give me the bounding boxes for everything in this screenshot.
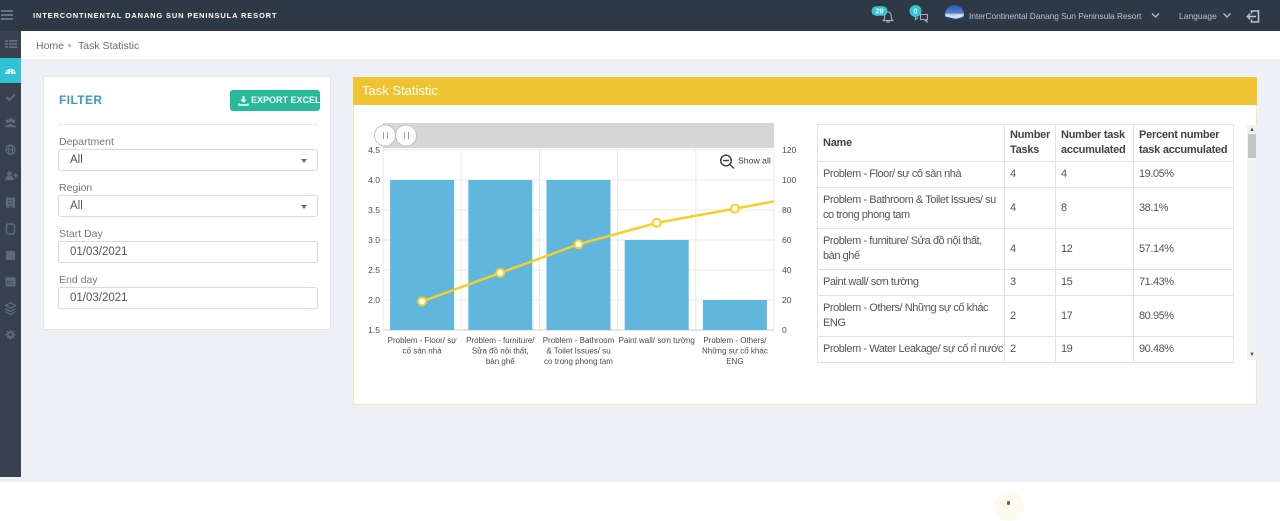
svg-text:Problem - Floor/ sự: Problem - Floor/ sự — [388, 336, 458, 345]
svg-text:2.5: 2.5 — [368, 265, 380, 275]
svg-text:40: 40 — [782, 265, 792, 275]
svg-text:Problem - Bathroom: Problem - Bathroom — [543, 336, 615, 345]
svg-text:29: 29 — [876, 7, 884, 16]
svg-text:ENG: ENG — [726, 357, 743, 366]
svg-text:Paint wall/ sơn tường: Paint wall/ sơn tường — [619, 336, 695, 345]
svg-text:3.0: 3.0 — [368, 235, 380, 245]
svg-text:80: 80 — [782, 205, 792, 215]
svg-text:Sửa đồ nội thất,: Sửa đồ nội thất, — [472, 347, 529, 356]
svg-text:& Toilet Issues/ su: & Toilet Issues/ su — [546, 347, 610, 356]
svg-text:4.5: 4.5 — [368, 145, 380, 155]
svg-text:4.0: 4.0 — [368, 175, 380, 185]
svg-text:3.5: 3.5 — [368, 205, 380, 215]
svg-text:60: 60 — [782, 235, 792, 245]
svg-text:120: 120 — [782, 145, 796, 155]
svg-text:1.5: 1.5 — [368, 325, 380, 335]
svg-text:bàn ghế: bàn ghế — [486, 357, 515, 366]
svg-text:20: 20 — [782, 295, 792, 305]
svg-text:2.0: 2.0 — [368, 295, 380, 305]
svg-text:cố sàn nhà: cố sàn nhà — [403, 347, 443, 356]
svg-text:Show all: Show all — [738, 156, 771, 166]
svg-text:Problem - Others/: Problem - Others/ — [703, 336, 767, 345]
svg-text:Những sự cố khác: Những sự cố khác — [702, 347, 768, 356]
svg-text:co trong phong tam: co trong phong tam — [544, 357, 613, 366]
svg-text:0: 0 — [914, 7, 918, 16]
svg-text:0: 0 — [782, 325, 787, 335]
svg-text:Problem - furniture/: Problem - furniture/ — [466, 336, 535, 345]
svg-text:100: 100 — [782, 175, 796, 185]
